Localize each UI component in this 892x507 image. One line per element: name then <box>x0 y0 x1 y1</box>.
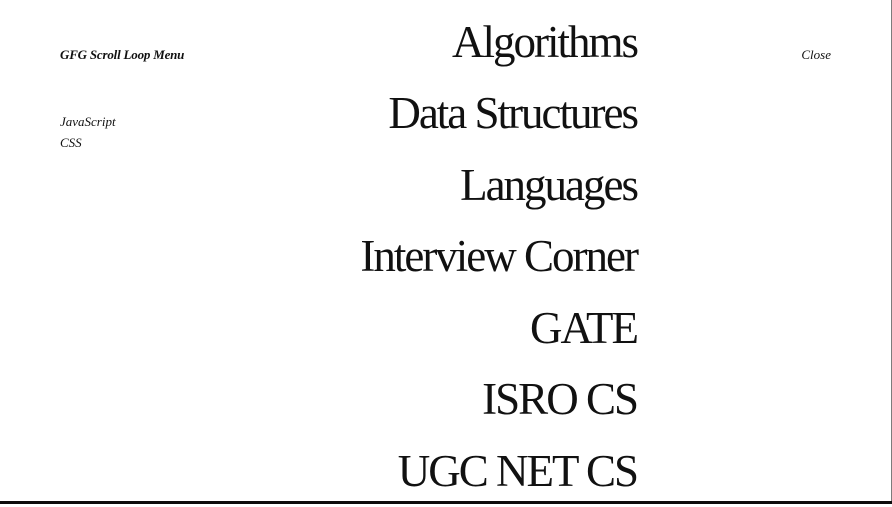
side-link-javascript[interactable]: JavaScript <box>60 114 116 129</box>
side-links: JavaScript CSS <box>60 112 116 153</box>
menu-item-isro-cs[interactable]: ISRO CS <box>482 374 639 425</box>
menu-item-algorithms[interactable]: Algorithms <box>451 16 639 67</box>
scroll-loop-menu: Algorithms Data Structures Languages Int… <box>117 6 639 507</box>
brand-title: GFG Scroll Loop Menu <box>60 47 185 62</box>
bottom-bar <box>0 501 892 504</box>
menu-item-languages[interactable]: Languages <box>460 159 639 210</box>
side-link-css[interactable]: CSS <box>60 135 82 150</box>
menu-item-ugc-net-cs[interactable]: UGC NET CS <box>397 445 639 496</box>
menu-item-data-structures[interactable]: Data Structures <box>388 88 639 139</box>
menu-item-interview-corner[interactable]: Interview Corner <box>360 231 639 282</box>
close-button[interactable]: Close <box>801 47 831 62</box>
menu-item-gate[interactable]: GATE <box>530 302 639 353</box>
